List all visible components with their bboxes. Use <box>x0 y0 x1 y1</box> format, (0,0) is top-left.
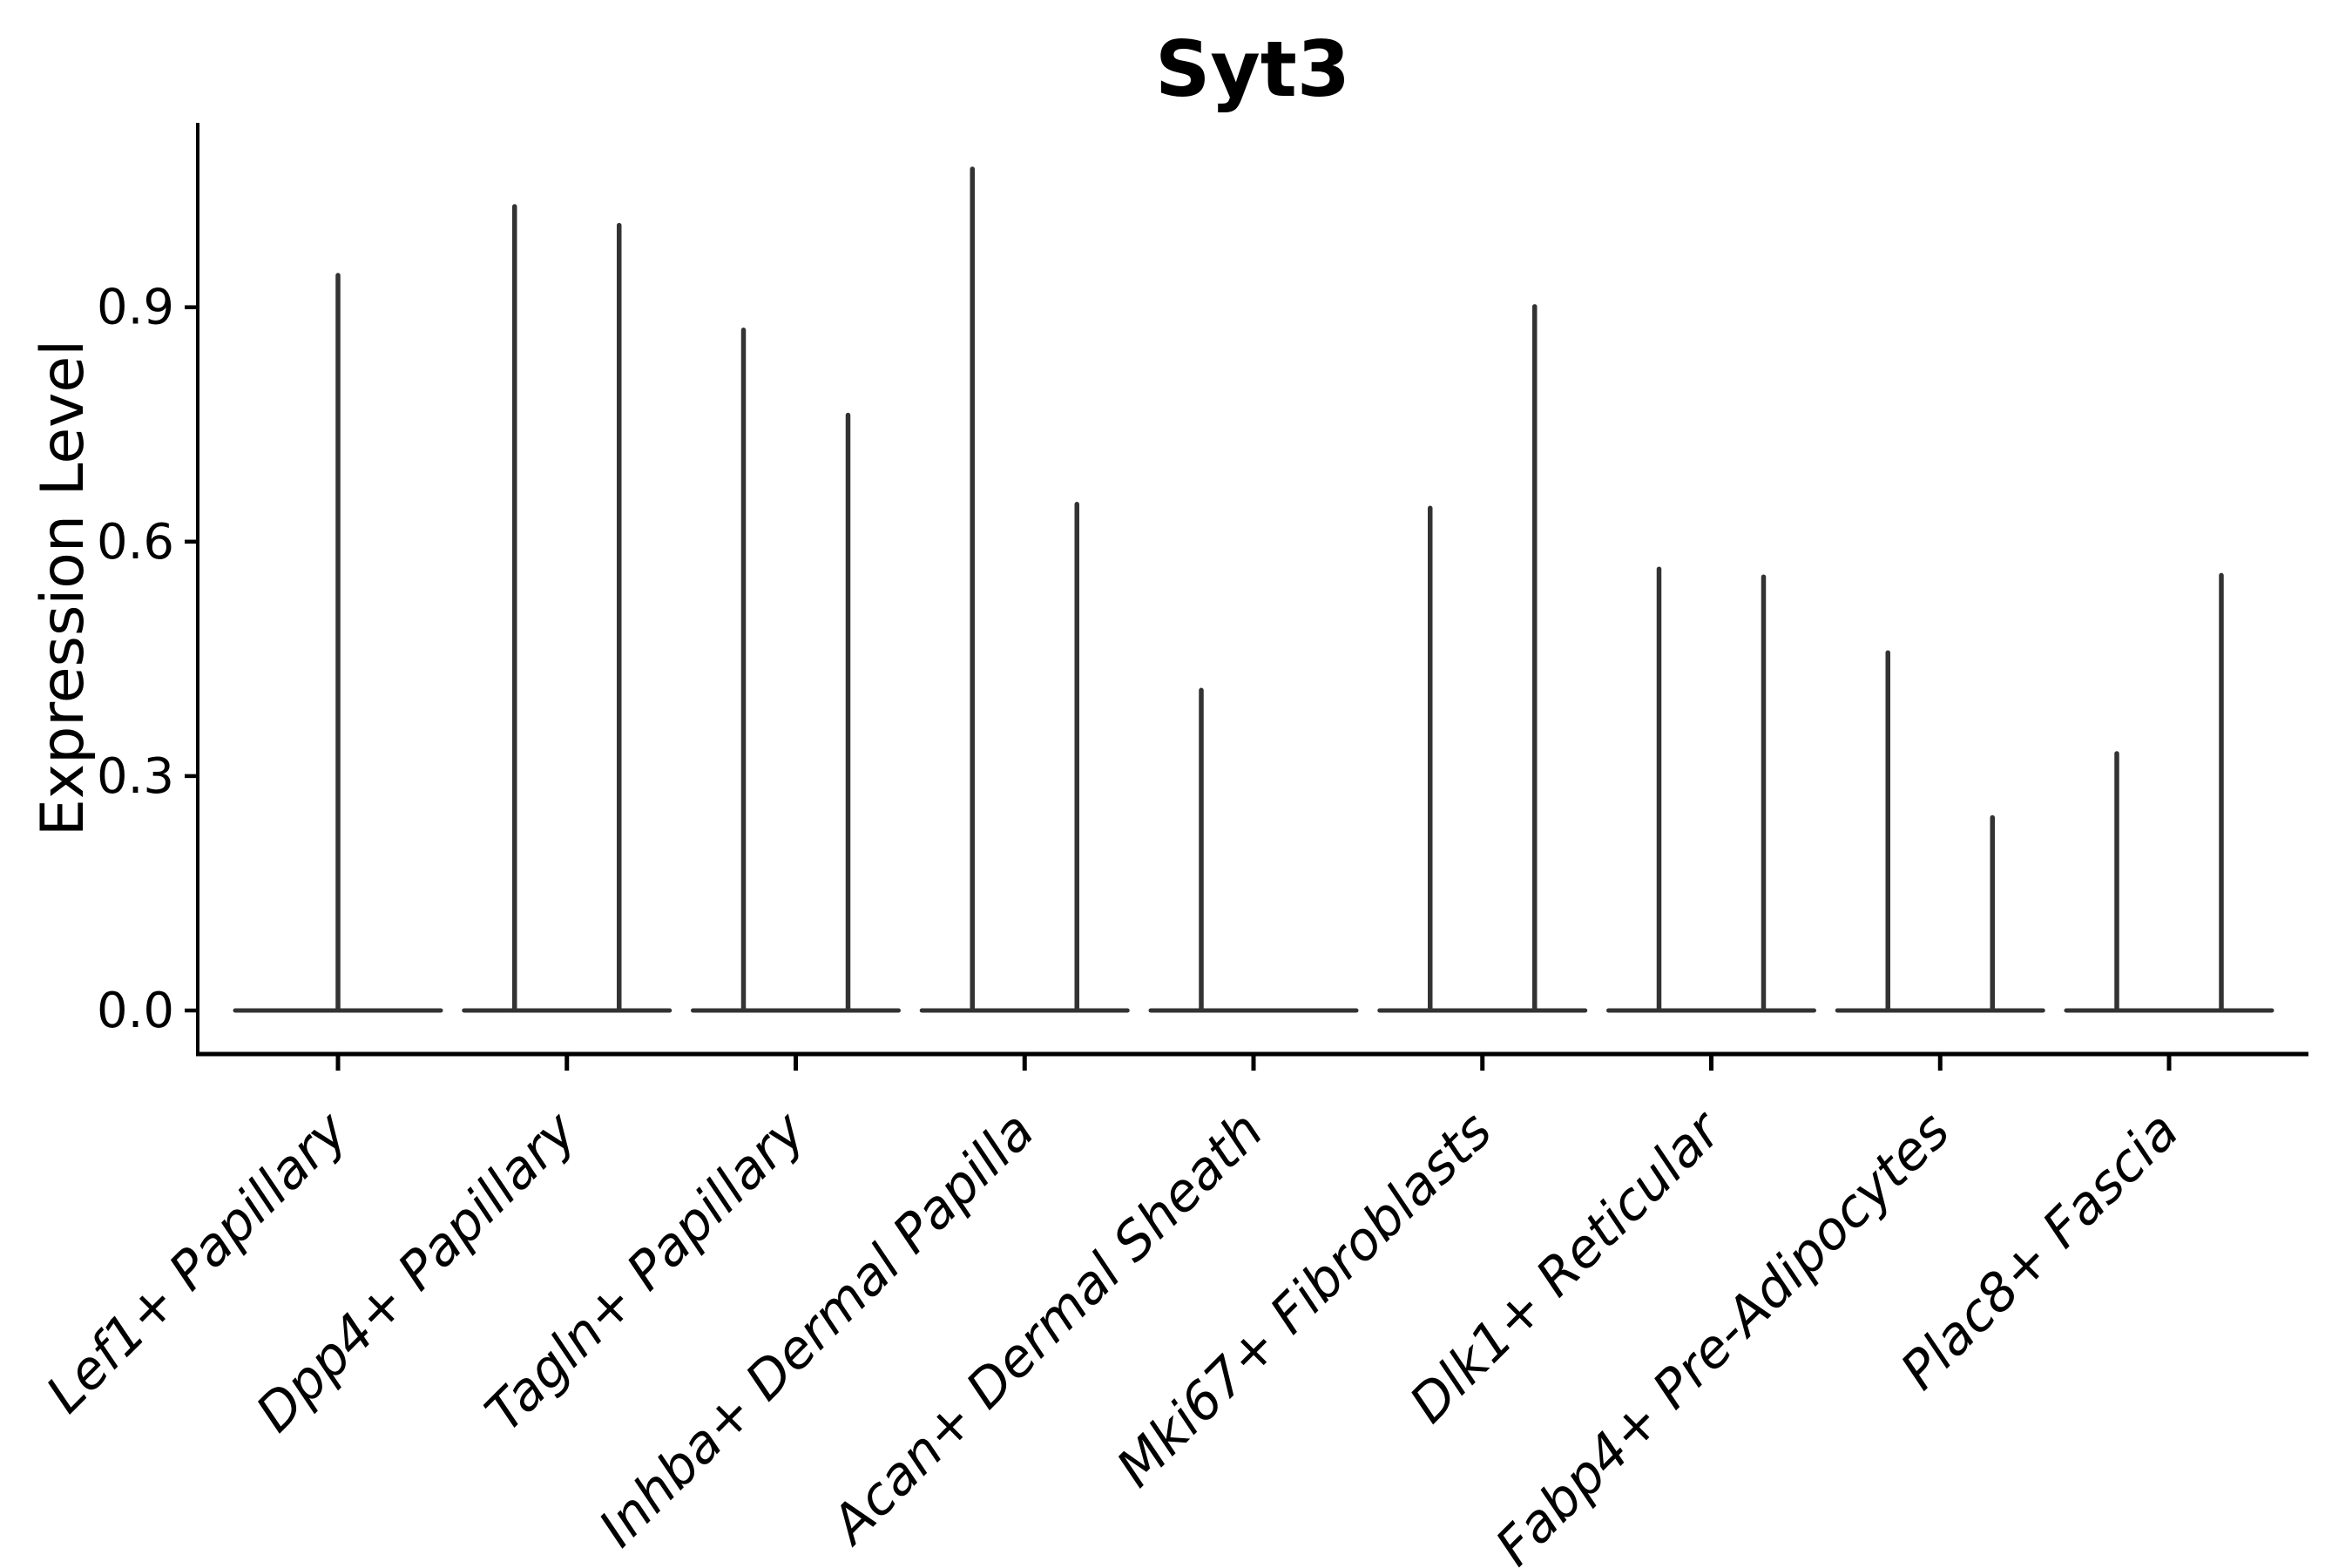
x-tick-label: Mki67+ Fibroblasts <box>1105 1100 1504 1499</box>
y-tick-label: 0.3 <box>97 748 174 805</box>
y-axis-label: Expression Level <box>29 340 98 836</box>
y-tick-label: 0.9 <box>97 280 174 336</box>
violins-layer <box>233 166 2274 1013</box>
x-tick-label: Inhba+ Dermal Papilla <box>587 1100 1045 1558</box>
y-tick-label: 0.6 <box>97 514 174 571</box>
x-tick-label: Acan+ Dermal Sheath <box>818 1100 1275 1558</box>
y-tick-label: 0.0 <box>97 983 174 1039</box>
x-tick-label: Fabp4+ Pre-Adipocytes <box>1484 1100 1962 1568</box>
plot-title: Syt3 <box>1155 24 1350 114</box>
ticks-layer <box>185 305 2172 1071</box>
